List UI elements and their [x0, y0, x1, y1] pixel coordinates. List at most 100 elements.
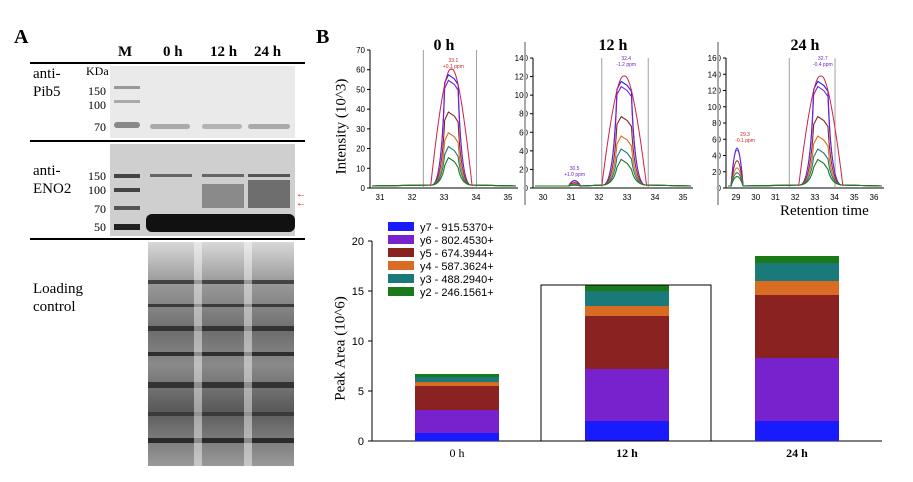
bar-segment-12h-y7	[585, 421, 669, 441]
chrom-ytick-label: 40	[712, 152, 721, 161]
legend-swatch	[388, 248, 414, 257]
chrom-ytick-label: 20	[712, 168, 721, 177]
separator-top	[30, 62, 305, 64]
chrom-xtick-label: 31	[771, 193, 780, 202]
chrom-trace	[371, 131, 517, 187]
side-annotation-12h-rt: 30.5	[570, 166, 580, 172]
blot2-label: anti- ENO2	[33, 163, 72, 197]
legend-label: y6 - 802.4530+	[420, 235, 494, 247]
side-annotation-24h-rt: 29.3	[740, 132, 750, 138]
lane-label-m: M	[118, 44, 133, 60]
bar-ylabel: Peak Area (10^6)	[332, 296, 349, 401]
chrom-ytick-label: 40	[356, 105, 365, 114]
chrom-ytick-label: 100	[515, 91, 529, 100]
chrom-trace	[728, 148, 883, 187]
chrom-ytick-label: 70	[356, 46, 365, 55]
chrom-trace	[535, 158, 692, 187]
chrom-trace	[371, 145, 517, 187]
bar-segment-0h-y7	[415, 433, 499, 441]
chrom-ytick-label: 120	[515, 73, 529, 82]
loading-control-image	[148, 242, 294, 466]
chrom-xtick-label: 33	[623, 193, 632, 202]
lane-label-12h: 12 h	[210, 44, 238, 60]
bar-segment-12h-y3	[585, 291, 669, 306]
bar-segment-0h-y4	[415, 382, 499, 386]
chrom-ytick-label: 20	[356, 145, 365, 154]
chrom-xtick-label: 35	[850, 193, 859, 202]
chrom-trace	[535, 115, 692, 187]
chrom-ytick-label: 50	[356, 85, 365, 94]
chrom-trace	[371, 156, 517, 187]
chrom-trace	[371, 111, 517, 187]
chrom-xtick-label: 35	[504, 193, 513, 202]
chrom-trace	[535, 148, 692, 187]
chrom-xtick-label: 36	[870, 193, 879, 202]
chrom-trace	[728, 80, 883, 187]
chrom-ytick-label: 160	[708, 54, 722, 63]
chrom-ytick-label: 10	[356, 164, 365, 173]
legend-label: y5 - 674.3944+	[420, 248, 494, 260]
separator-mid1	[30, 140, 305, 142]
chrom-title: 0 h	[434, 37, 455, 54]
chrom-ytick-label: 100	[708, 103, 722, 112]
chrom-trace-main	[601, 75, 648, 187]
peak-annotation-ppm: -1.2 ppm	[616, 62, 636, 68]
bar-category-label: 12 h	[616, 446, 638, 460]
chrom-xtick-label: 29	[732, 193, 741, 202]
blot1-marker-150: 150	[88, 84, 106, 98]
peak-annotation-rt: 32.4	[621, 56, 631, 62]
blot2-marker-50: 50	[94, 220, 106, 234]
chrom-ytick-label: 60	[712, 135, 721, 144]
bar-segment-24h-y6	[755, 358, 839, 421]
bar-segment-0h-y5	[415, 386, 499, 410]
bar-ytick-label: 20	[352, 236, 364, 248]
chrom-xlabel: Retention time	[780, 203, 869, 219]
legend-swatch	[388, 261, 414, 270]
chrom-ytick-label: 0	[717, 184, 722, 193]
peak-annotation-rt: 32.7	[818, 56, 828, 62]
chrom-trace	[728, 135, 883, 187]
blot1-image	[110, 66, 295, 138]
bar-segment-0h-y3	[415, 377, 499, 382]
chrom-xtick-label: 34	[651, 193, 660, 202]
legend-label: y2 - 246.1561+	[420, 287, 494, 299]
chrom-xtick-label: 33	[810, 193, 819, 202]
chromatogram-1: 12 h 0 20 40 60 80 100 120 140 30 31 32 33 34 35 32.4-1…	[515, 37, 693, 202]
bar-segment-24h-y5	[755, 295, 839, 358]
chrom-ytick-label: 80	[519, 110, 528, 119]
chrom-trace	[535, 135, 692, 187]
chrom-ytick-label: 40	[519, 147, 528, 156]
legend-swatch	[388, 222, 414, 231]
bar-segment-12h-y4	[585, 306, 669, 316]
legend-swatch	[388, 235, 414, 244]
blot1-marker-70: 70	[94, 120, 106, 134]
chrom-ytick-label: 120	[708, 87, 722, 96]
lane-label-24h: 24 h	[254, 44, 282, 60]
chrom-xtick-label: 35	[679, 193, 688, 202]
chromatogram-2: 24 h 0 20 40 60 80 100 120 140 160 29 30 31 32 33 34 35 3…	[708, 37, 884, 202]
chrom-xtick-label: 31	[376, 193, 385, 202]
chrom-trace	[728, 85, 883, 187]
chrom-ytick-label: 0	[361, 184, 366, 193]
bar-ytick-label: 10	[352, 336, 364, 348]
chrom-ytick-label: 140	[515, 54, 529, 63]
peak-annotation-rt: 33.1	[449, 58, 459, 64]
blot2-marker-70: 70	[94, 202, 106, 216]
bar-segment-24h-y2	[755, 256, 839, 263]
bar-segment-12h-y6	[585, 369, 669, 421]
bar-segment-24h-y7	[755, 421, 839, 441]
chrom-ytick-label: 20	[519, 165, 528, 174]
side-annotation-24h-ppm: -0.1 ppm	[735, 138, 755, 144]
legend-swatch	[388, 274, 414, 283]
separator-mid2	[30, 238, 305, 240]
chrom-trace	[371, 79, 517, 187]
chrom-title: 24 h	[791, 37, 820, 54]
legend-label: y7 - 915.5370+	[420, 222, 494, 234]
bar-segment-12h-y2	[585, 285, 669, 291]
highlight-box-12h	[540, 284, 712, 442]
chrom-trace	[728, 115, 883, 187]
chrom-trace	[535, 85, 692, 187]
panel-a-letter: A	[14, 26, 29, 48]
bar-ytick-label: 15	[352, 286, 364, 298]
